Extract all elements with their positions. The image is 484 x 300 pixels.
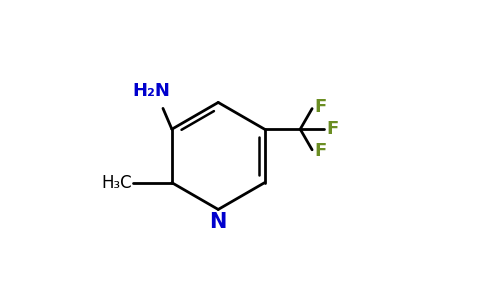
Text: N: N [210,212,227,232]
Text: H₃C: H₃C [101,174,132,192]
Text: F: F [315,98,327,116]
Text: F: F [326,120,339,138]
Text: H₂N: H₂N [132,82,170,100]
Text: F: F [315,142,327,160]
